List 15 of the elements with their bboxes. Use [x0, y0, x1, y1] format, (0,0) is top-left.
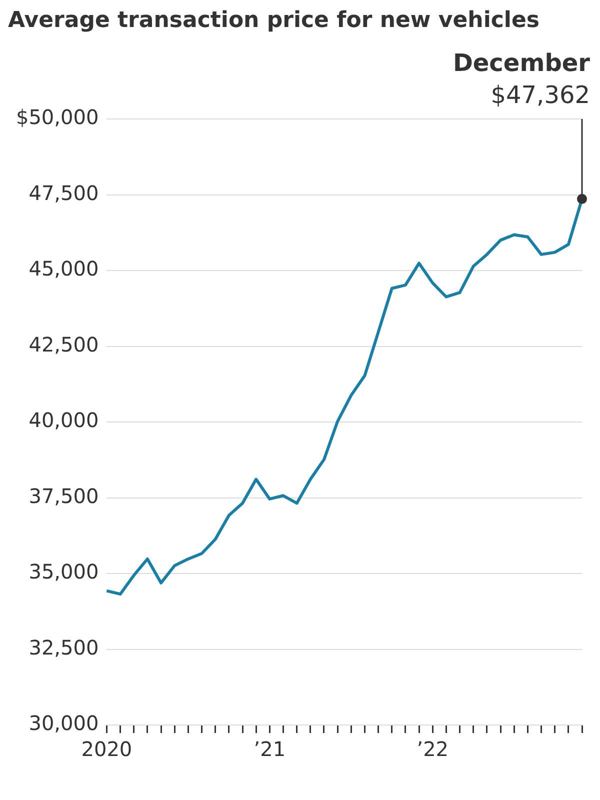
y-tick-label: $50,000	[16, 105, 99, 130]
y-tick-label: 30,000	[28, 711, 99, 736]
y-tick-label: 47,500	[28, 180, 99, 205]
data-label: $47,362	[490, 81, 590, 110]
x-tick-label: ’21	[254, 737, 286, 762]
x-tick-label: ’22	[416, 737, 449, 762]
y-tick-label: 40,000	[28, 408, 99, 432]
y-tick-label: 32,500	[28, 635, 99, 660]
y-tick-label: 45,000	[28, 256, 99, 281]
y-tick-label: 37,500	[28, 484, 99, 508]
y-tick-label: 35,000	[28, 560, 99, 584]
text: December	[452, 49, 590, 78]
y-tick-label: 42,500	[28, 332, 99, 356]
chart-title: Average transaction price for new vehicles	[8, 8, 540, 33]
x-tick-label: 2020	[81, 737, 132, 762]
